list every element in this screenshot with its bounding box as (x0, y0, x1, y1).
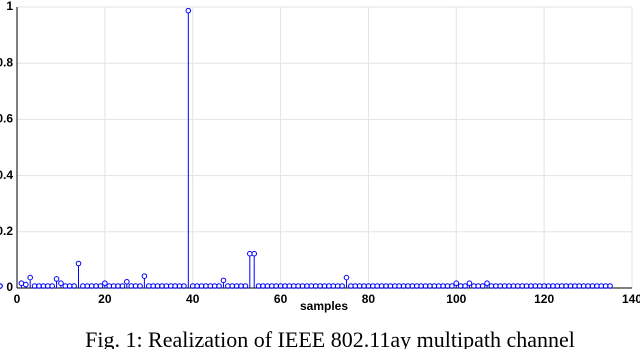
stem-marker (137, 283, 143, 289)
stem-marker (339, 283, 345, 289)
stem-marker (462, 283, 468, 289)
stem-marker (71, 283, 77, 289)
y-tick-label: 1 (6, 0, 13, 13)
stem-marker (453, 280, 460, 286)
stem-marker (343, 274, 350, 281)
y-tick-label: 0.6 (0, 112, 13, 126)
stem-marker (466, 280, 473, 286)
x-tick-label: 140 (622, 292, 640, 306)
y-tick-label: 0.4 (0, 168, 13, 182)
stem-marker (53, 276, 60, 282)
y-tick-label: 0 (6, 280, 13, 294)
stem-marker (124, 278, 130, 285)
stem-marker (97, 283, 104, 289)
stem-marker (0, 283, 3, 289)
stem-marker (479, 283, 486, 289)
x-tick-label: 20 (98, 292, 112, 306)
x-tick-label: 100 (446, 292, 466, 306)
stem-marker (216, 283, 222, 289)
stem-marker (251, 250, 258, 257)
stem-marker (242, 283, 249, 289)
caption: Fig. 1: Realization of IEEE 802.11ay mul… (85, 327, 575, 349)
stem-marker (220, 277, 227, 284)
x-tick-label: 60 (274, 292, 288, 306)
x-tick-label: 80 (362, 292, 376, 306)
stem-marker (49, 283, 55, 289)
x-tick-label: 0 (14, 292, 21, 306)
stem-marker (141, 273, 148, 279)
stem-marker (75, 260, 82, 267)
x-tick-label: 120 (534, 292, 554, 306)
stem-marker (185, 7, 192, 14)
stem-marker (484, 280, 490, 286)
stem-marker (58, 280, 64, 286)
stem-marker (102, 280, 108, 286)
x-axis-label: samples (300, 299, 348, 313)
stem-marker (449, 283, 455, 289)
stem-marker (607, 283, 613, 289)
stem-marker (119, 283, 126, 289)
y-tick-label: 0.8 (0, 55, 13, 69)
stem-marker (181, 283, 187, 289)
x-tick-label: 40 (186, 292, 200, 306)
y-tick-label: 0.2 (0, 224, 13, 238)
stem-marker (27, 274, 33, 281)
stem-marker (22, 281, 29, 288)
